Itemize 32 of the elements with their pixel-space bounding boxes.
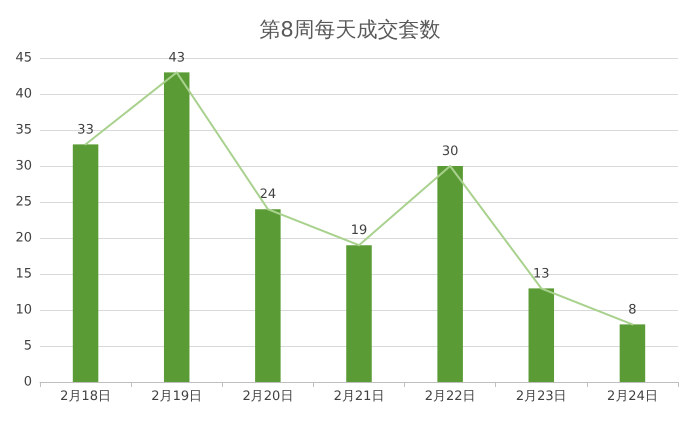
bar (620, 324, 646, 382)
bar (346, 245, 372, 382)
x-tick-label: 2月19日 (151, 389, 202, 404)
data-label: 33 (77, 122, 94, 138)
y-tick-label: 25 (15, 194, 32, 210)
x-tick-label: 2月24日 (607, 389, 658, 404)
y-tick-label: 20 (15, 230, 32, 246)
x-tick-label: 2月22日 (424, 389, 476, 404)
data-label: 8 (628, 302, 637, 318)
data-label: 30 (442, 144, 458, 159)
bar (255, 209, 281, 382)
x-tick-label: 2月23日 (516, 389, 567, 404)
y-tick-label: 0 (24, 374, 32, 390)
chart-title: 第8周每天成交套数 (259, 18, 441, 42)
y-tick-label: 45 (15, 50, 32, 66)
bar (528, 288, 554, 382)
x-tick-label: 2月21日 (334, 389, 384, 404)
y-tick-label: 5 (24, 338, 32, 354)
y-tick-label: 40 (15, 86, 32, 102)
bar (164, 72, 190, 382)
y-tick-label: 30 (15, 158, 32, 174)
x-tick-label: 2月20日 (242, 389, 294, 404)
bar (437, 166, 463, 382)
y-tick-label: 10 (15, 302, 32, 318)
data-label: 43 (168, 50, 185, 66)
data-label: 19 (350, 223, 368, 238)
data-label: 13 (533, 266, 550, 282)
y-tick-label: 15 (15, 266, 32, 282)
x-tick-label: 2月18日 (60, 389, 111, 404)
data-label: 24 (260, 187, 276, 202)
y-tick-label: 35 (15, 122, 32, 138)
bar (72, 144, 98, 382)
